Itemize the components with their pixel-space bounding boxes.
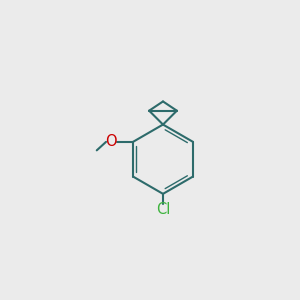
Text: Cl: Cl xyxy=(156,202,170,217)
Text: O: O xyxy=(106,134,117,149)
